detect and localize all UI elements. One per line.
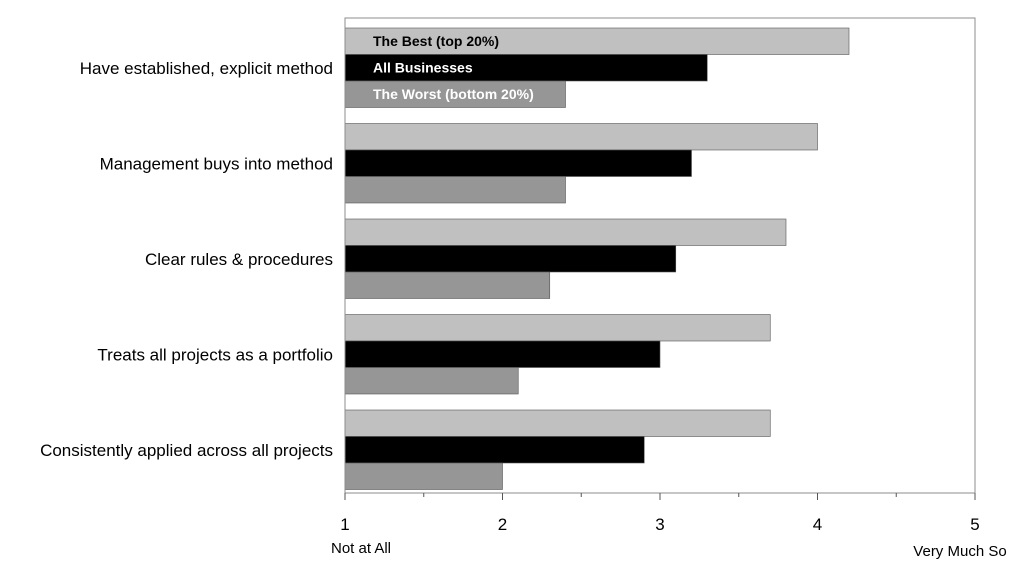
x-tick-label: 1 bbox=[340, 515, 349, 534]
bar bbox=[344, 271, 551, 299]
bar bbox=[344, 80, 566, 108]
bar bbox=[344, 27, 850, 55]
category-labels: Have established, explicit method Managem… bbox=[40, 59, 333, 460]
series-labels: The Best (top 20%) All Businesses The Wors… bbox=[373, 33, 534, 102]
x-axis: 1 2 3 4 5 bbox=[340, 493, 980, 534]
category-label: Have established, explicit method bbox=[80, 59, 333, 78]
category-label: Consistently applied across all projects bbox=[40, 441, 333, 460]
bar bbox=[344, 149, 692, 177]
category-label: Treats all projects as a portfolio bbox=[97, 345, 333, 364]
bar bbox=[344, 218, 787, 246]
x-axis-high-label: Very Much So bbox=[913, 543, 1006, 560]
bar bbox=[344, 314, 771, 342]
bar bbox=[344, 54, 708, 82]
x-tick-label: 3 bbox=[655, 515, 664, 534]
x-tick-label: 5 bbox=[970, 515, 979, 534]
x-axis-low-label: Not at All bbox=[331, 540, 391, 557]
bar bbox=[344, 462, 503, 490]
bar bbox=[344, 176, 566, 204]
bar bbox=[344, 123, 818, 151]
category-label: Management buys into method bbox=[100, 154, 333, 173]
x-tick-label: 4 bbox=[813, 515, 822, 534]
series-label: The Worst (bottom 20%) bbox=[373, 86, 534, 102]
bars-layer bbox=[344, 27, 850, 490]
series-label: All Businesses bbox=[373, 60, 473, 76]
x-tick-label: 2 bbox=[498, 515, 507, 534]
bar bbox=[344, 340, 661, 368]
bar bbox=[344, 436, 645, 464]
bar bbox=[344, 367, 519, 395]
series-label: The Best (top 20%) bbox=[373, 33, 499, 49]
bar bbox=[344, 245, 677, 273]
category-label: Clear rules & procedures bbox=[145, 250, 333, 269]
bar bbox=[344, 409, 771, 437]
